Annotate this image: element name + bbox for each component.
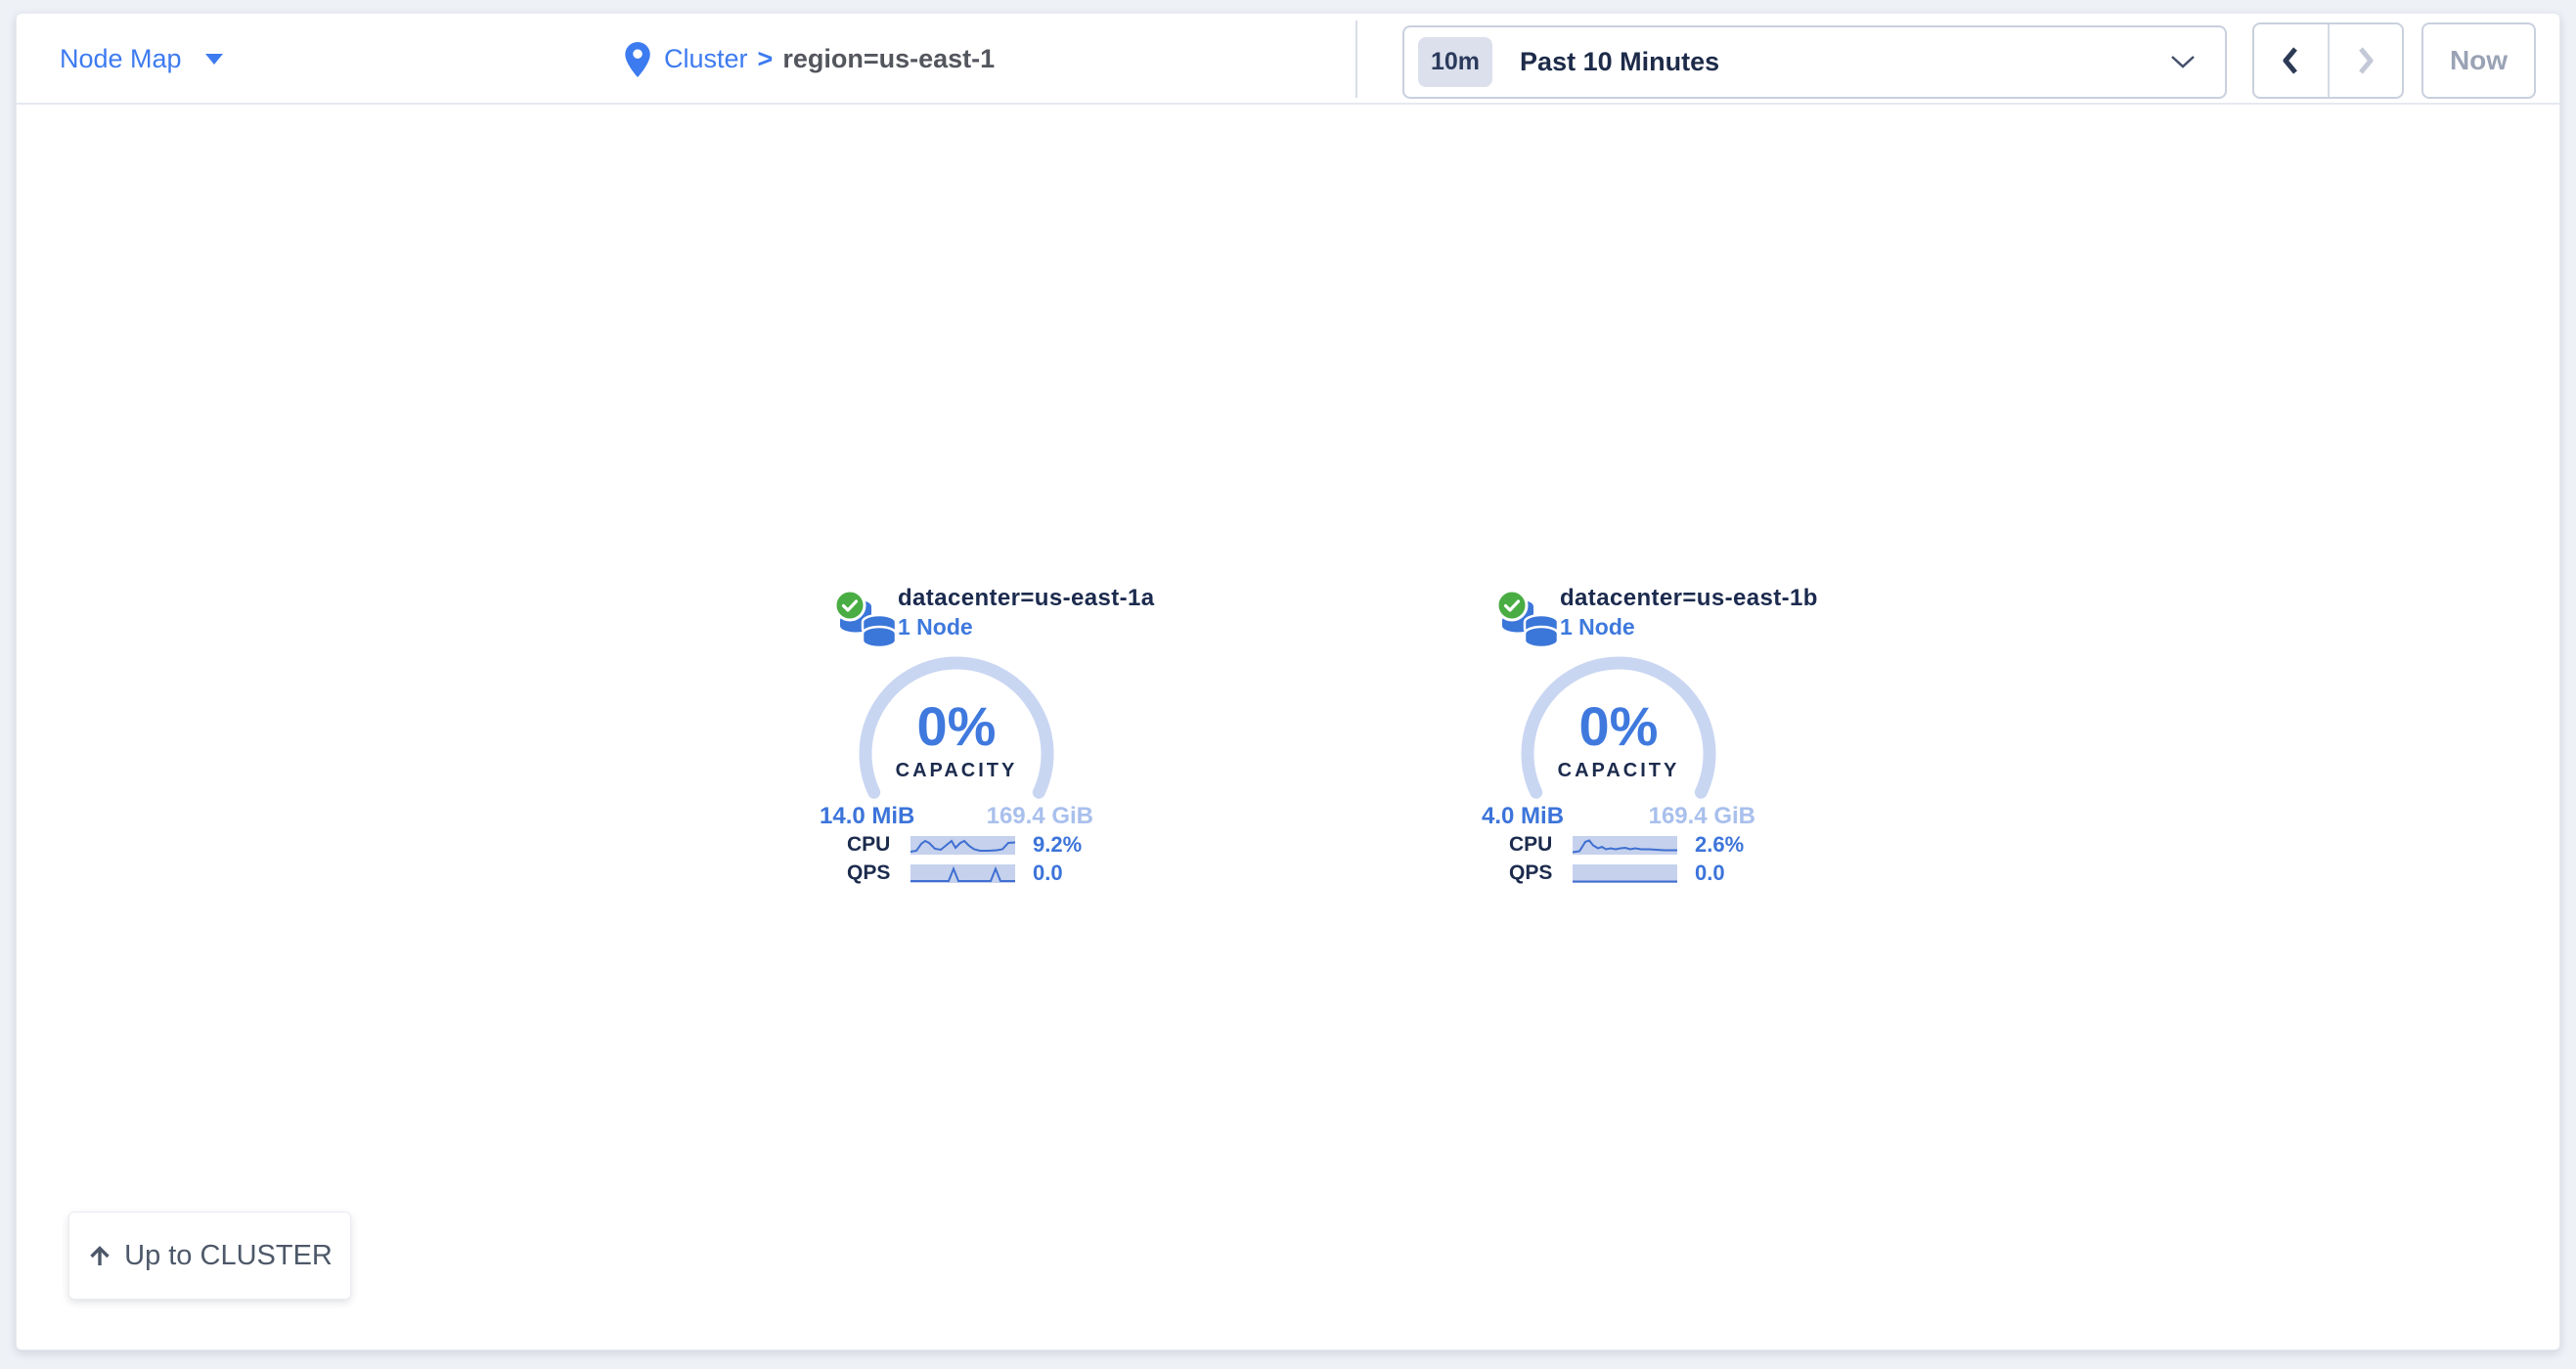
breadcrumb-separator: > [757,44,774,73]
chevron-right-icon [2358,47,2374,74]
capacity-label: CAPACITY [895,760,1018,781]
capacity-arc [859,656,1054,799]
datacenter-icon-group [833,589,899,649]
datacenter-title: datacenter=us-east-1a [898,585,1155,611]
time-step-back-button[interactable] [2254,24,2330,97]
healthy-check-icon [833,589,866,627]
now-button[interactable]: Now [2421,22,2536,99]
capacity-used: 14.0 MiB [820,803,915,829]
cpu-sparkline [1573,835,1677,855]
qps-metric-row: QPS 0.0 [1509,861,1725,886]
cpu-metric-row: CPU 9.2% [847,832,1082,858]
capacity-total: 169.4 GiB [1648,803,1755,829]
qps-sparkline [910,863,1015,883]
datacenter-title: datacenter=us-east-1b [1560,585,1818,611]
datacenter-node-count[interactable]: 1 Node [898,614,973,640]
datacenter-card[interactable]: datacenter=us-east-1b 1 Node 0% CAPACITY… [1465,578,1827,901]
qps-sparkline [1573,863,1677,883]
cpu-value: 9.2% [1033,832,1083,857]
cpu-label: CPU [847,833,891,856]
arrow-up-icon [90,1246,110,1265]
time-range-label: Past 10 Minutes [1520,47,1720,76]
capacity-gauge: 0% CAPACITY [859,656,1054,852]
node-map-panel: Node Map Cluster > region=us-east-1 10m … [16,13,2560,1350]
cpu-label: CPU [1509,833,1553,856]
datacenter-title-block: datacenter=us-east-1b 1 Node [1560,584,1834,640]
datacenter-icon-group [1495,589,1561,649]
capacity-percent: 0% [1578,695,1659,757]
time-range-dropdown[interactable]: 10m Past 10 Minutes [1402,25,2227,99]
qps-value: 0.0 [1695,861,1725,885]
cpu-value: 2.6% [1695,832,1745,857]
capacity-arc [1521,656,1716,799]
cpu-metric-row: CPU 2.6% [1509,832,1744,858]
map-pin-icon [625,41,650,77]
qps-label: QPS [847,861,891,884]
chevron-left-icon [2283,47,2298,74]
up-to-cluster-button[interactable]: Up to CLUSTER [68,1212,351,1300]
qps-label: QPS [1509,861,1553,884]
capacity-label: CAPACITY [1557,760,1680,781]
datacenter-title-block: datacenter=us-east-1a 1 Node [898,584,1172,640]
breadcrumb-cluster-link[interactable]: Cluster [664,44,748,73]
capacity-percent: 0% [916,695,997,757]
time-range-badge: 10m [1418,37,1493,87]
up-to-cluster-label: Up to CLUSTER [124,1239,333,1271]
header-divider [1355,21,1357,98]
capacity-used: 4.0 MiB [1482,803,1565,829]
breadcrumb-current: region=us-east-1 [782,44,996,73]
qps-value: 0.0 [1033,861,1063,885]
datacenter-node-count[interactable]: 1 Node [1560,614,1635,640]
chevron-down-icon [2170,55,2196,69]
time-step-forward-button[interactable] [2330,24,2403,97]
time-step-buttons [2252,22,2404,99]
view-selector-dropdown[interactable]: Node Map [60,14,223,105]
healthy-check-icon [1495,589,1529,627]
capacity-values: 4.0 MiB 169.4 GiB [1482,803,1755,830]
view-selector-label: Node Map [60,44,182,73]
cpu-sparkline [910,835,1015,855]
capacity-values: 14.0 MiB 169.4 GiB [820,803,1093,830]
chevron-down-icon [204,54,223,65]
qps-metric-row: QPS 0.0 [847,861,1063,886]
capacity-gauge: 0% CAPACITY [1521,656,1716,852]
capacity-total: 169.4 GiB [986,803,1093,829]
datacenter-card[interactable]: datacenter=us-east-1a 1 Node 0% CAPACITY… [803,578,1165,901]
breadcrumb: Cluster > region=us-east-1 [625,14,995,105]
header-bar: Node Map Cluster > region=us-east-1 10m … [17,14,2559,105]
